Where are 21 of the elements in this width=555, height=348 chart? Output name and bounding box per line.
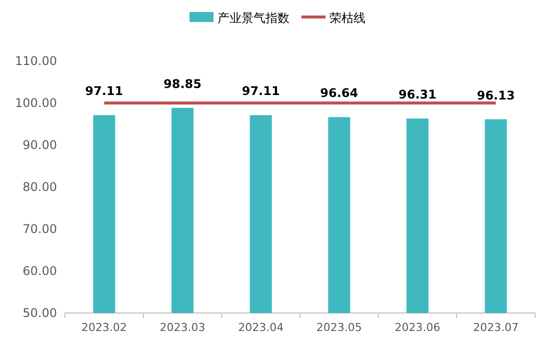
x-tick-label: 2023.03 xyxy=(160,321,206,334)
y-tick-label: 80.00 xyxy=(22,180,57,194)
y-tick-label: 60.00 xyxy=(22,264,57,278)
data-label: 97.11 xyxy=(85,84,124,98)
x-tick-label: 2023.04 xyxy=(238,321,284,334)
y-tick-label: 70.00 xyxy=(22,222,57,236)
data-label: 97.11 xyxy=(242,84,280,98)
y-tick-label: 50.00 xyxy=(22,306,57,320)
data-label: 96.31 xyxy=(398,88,436,102)
data-label: 96.64 xyxy=(320,86,358,100)
x-tick-label: 2023.05 xyxy=(316,321,362,334)
x-tick-label: 2023.07 xyxy=(473,321,519,334)
x-tick-label: 2023.06 xyxy=(394,321,440,334)
y-tick-label: 110.00 xyxy=(15,54,57,68)
x-tick-label: 2023.02 xyxy=(81,321,127,334)
y-tick-label: 100.00 xyxy=(15,96,57,110)
legend-label: 产业景气指数 xyxy=(218,11,290,25)
data-label: 98.85 xyxy=(164,76,202,91)
y-tick-label: 90.00 xyxy=(22,138,57,152)
data-label: 96.13 xyxy=(476,88,515,102)
legend-label: 荣枯线 xyxy=(330,11,366,25)
